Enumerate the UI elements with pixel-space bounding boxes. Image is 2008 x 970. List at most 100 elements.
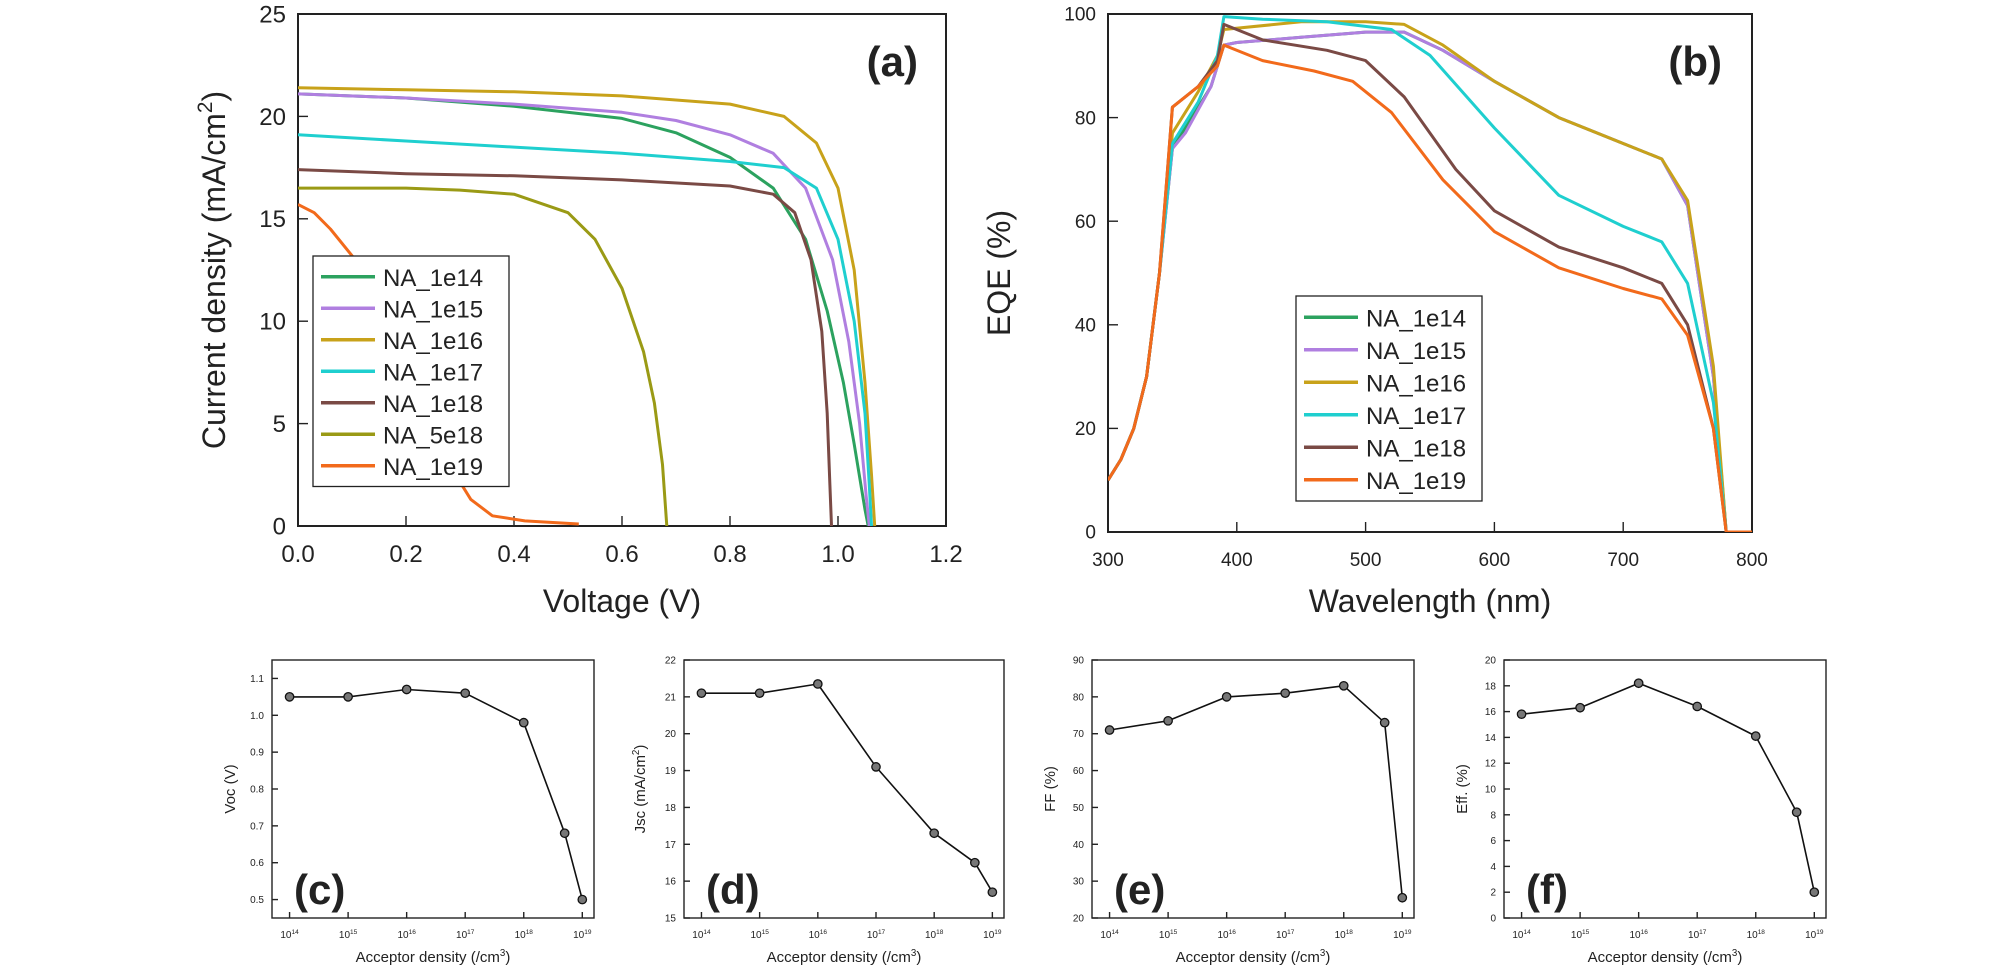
y-tick-label: 1.1 [250,674,264,685]
chart-e: 1014 1015 1016 1017 1018 1019 20 30 40 50 60 70 80 90… [1042,656,1415,966]
legend: NA_1e14 NA_1e15 NA_1e16 NA_1e17 NA_1e18 NA_5e… [312,255,510,488]
series-line [701,683,994,893]
y-tick-label: 0 [1085,523,1096,544]
y-tick-label: 0.7 [250,821,264,832]
y-axis-label: Eff. (%) [1454,764,1471,814]
y-tick-label: 100 [1064,5,1096,26]
y-tick-label: 6 [1490,836,1496,847]
x-tick-label: 700 [1607,550,1639,571]
y-tick-label: 16 [1485,707,1497,718]
y-tick-label: 18 [665,803,677,814]
legend-label-NA_1e18: NA_1e18 [1366,435,1466,462]
y-tick-label: 1.0 [250,711,264,722]
x-tick-label: 600 [1479,550,1511,571]
x-tick-label: 1015 [750,929,769,941]
y-tick-label: 14 [1485,733,1497,744]
data-point [1338,680,1349,691]
series-line-NA_5e18 [298,186,669,526]
data-point [559,828,570,839]
y-tick-label: 20 [1075,419,1096,440]
series-line-NA_1e18 [298,168,833,526]
data-point [1791,807,1802,818]
y-tick-label: 20 [1485,656,1497,667]
data-point [970,857,980,868]
y-axis-label: Voc (V) [222,764,239,813]
series-line-NA_1e15 [298,92,871,526]
y-tick-label: 50 [1073,803,1085,814]
y-tick-label: 0 [273,513,286,540]
legend-label-NA_1e14: NA_1e14 [1366,305,1466,332]
y-tick-label: 40 [1075,315,1096,336]
y-tick-label: 18 [1485,681,1497,692]
panel-label: (b) [1668,38,1722,85]
y-tick-label: 0.9 [250,748,264,759]
x-tick-label: 1016 [397,929,416,941]
data-point [577,894,588,905]
series-line [1521,682,1816,893]
data-point [460,688,471,699]
legend-label-NA_1e18: NA_1e18 [383,391,483,418]
data-point [871,762,881,772]
y-tick-label: 70 [1073,729,1085,740]
legend-label-NA_1e17: NA_1e17 [383,359,483,386]
y-tick-label: 80 [1075,108,1096,129]
y-tick-label: 19 [665,766,677,777]
y-tick-label: 20 [1073,914,1085,925]
legend-label-NA_1e16: NA_1e16 [383,328,483,355]
data-point [284,692,295,702]
chart-c: 1014 1015 1016 1017 1018 1019 0.5 0.6 0.7 0.8 0.9 1… [222,659,595,966]
x-tick-label: 1014 [1100,929,1119,941]
x-tick-label: 0.8 [713,541,746,568]
y-tick-label: 20 [665,729,677,740]
chart-a: 0.0 0.2 0.4 0.6 0.8 1.0 1.2 0 5 10 15 20 25 Voltage (… [194,1,962,619]
x-tick-label: 1017 [1688,929,1707,941]
data-point [1575,702,1585,713]
x-tick-label: 1017 [456,929,475,941]
panel-label: (c) [294,866,345,913]
x-tick-label: 1016 [809,929,828,941]
y-tick-label: 0.6 [250,858,264,869]
plot-frame [1107,13,1753,533]
data-point [1221,692,1232,702]
x-axis-label: Voltage (V) [543,583,701,619]
x-axis-label: Wavelength (nm) [1309,583,1551,619]
series-line-NA_1e16 [298,86,877,526]
data-point [1750,731,1761,741]
x-tick-label: 1018 [925,929,944,941]
data-point [343,692,353,702]
chart-d: 1014 1015 1016 1017 1018 1019 15 16 17 18 19 20 21 22… [631,656,1005,966]
y-tick-label: 10 [1485,785,1497,796]
y-axis-label: FF (%) [1042,766,1059,812]
data-point [696,688,707,699]
data-point [518,717,529,728]
x-tick-label: 1.2 [929,541,962,568]
x-tick-label: 1014 [1512,929,1531,941]
data-point [1104,725,1115,735]
y-tick-label: 5 [273,411,286,438]
y-tick-label: 15 [665,914,677,925]
x-tick-label: 1014 [280,929,299,941]
y-tick-label: 17 [665,840,677,851]
y-tick-label: 0.5 [250,895,264,906]
x-tick-label: 1015 [1571,929,1590,941]
y-tick-label: 0.8 [250,785,264,796]
y-tick-label: 60 [1075,212,1096,233]
y-axis-label: Current density (mA/cm2) [194,91,232,449]
panel-label: (d) [706,866,760,913]
y-tick-label: 8 [1490,810,1496,821]
x-tick-label: 1018 [1747,929,1766,941]
panel-label: (a) [867,38,918,85]
x-tick-label: 1019 [1393,929,1412,941]
x-tick-label: 0.4 [497,541,530,568]
panel-label: (f) [1526,866,1568,913]
x-tick-label: 400 [1221,550,1253,571]
y-tick-label: 2 [1490,888,1496,899]
legend-label-NA_1e16: NA_1e16 [1366,370,1466,397]
y-tick-label: 30 [1073,877,1085,888]
data-point [812,679,823,689]
data-point [1809,887,1820,898]
legend-box [1295,295,1483,502]
y-tick-label: 90 [1073,656,1085,667]
x-tick-label: 1.0 [821,541,854,568]
x-tick-label: 0.0 [281,541,314,568]
